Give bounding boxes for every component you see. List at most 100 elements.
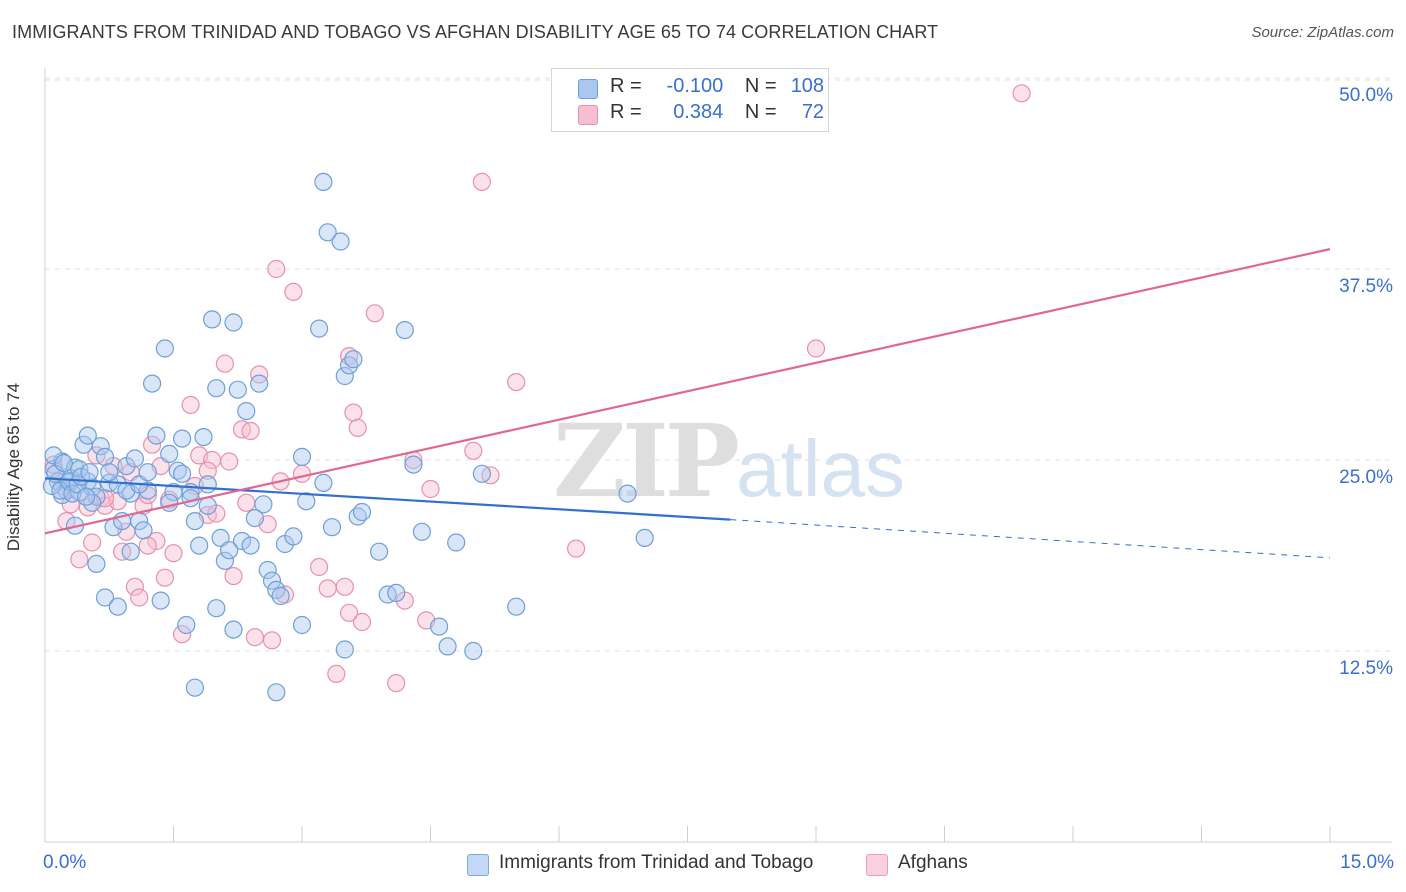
series-afghans <box>44 84 1031 693</box>
data-point <box>91 437 110 456</box>
data-point <box>224 313 243 332</box>
y-tick-label: 50.0% <box>1339 85 1393 106</box>
data-point <box>1012 84 1031 103</box>
swatch-blue <box>578 79 598 99</box>
chart-title: IMMIGRANTS FROM TRINIDAD AND TOBAGO VS A… <box>12 22 939 42</box>
data-point <box>262 631 282 650</box>
data-point <box>147 531 166 551</box>
data-point <box>340 603 359 622</box>
data-point <box>250 374 269 393</box>
y-axis-label: Disability Age 65 to 74 <box>4 383 24 551</box>
data-point <box>318 223 337 242</box>
data-point <box>284 282 303 301</box>
legend-label-afghans: Afghans <box>898 852 968 873</box>
data-point <box>164 544 183 563</box>
r-value: 0.384 <box>673 101 724 123</box>
data-point <box>387 673 406 693</box>
data-point <box>54 454 73 473</box>
data-point <box>318 579 337 598</box>
data-point <box>194 428 213 447</box>
data-point <box>447 533 466 552</box>
data-point <box>215 551 234 570</box>
data-point <box>121 542 140 561</box>
data-point <box>181 489 200 508</box>
data-point <box>134 521 153 540</box>
data-point <box>344 403 363 422</box>
x-tick-label-max: 15.0% <box>1340 852 1394 873</box>
data-point <box>472 172 491 191</box>
data-point <box>472 464 491 483</box>
data-point <box>314 473 333 492</box>
data-point <box>220 452 239 471</box>
data-point <box>245 628 264 647</box>
data-point <box>207 599 226 618</box>
data-point <box>507 373 526 392</box>
data-point <box>198 496 217 515</box>
data-point <box>155 339 174 358</box>
data-point <box>130 588 149 607</box>
data-point <box>438 637 457 656</box>
data-point <box>220 541 239 560</box>
y-tick-label: 25.0% <box>1339 467 1393 488</box>
data-point <box>241 536 260 555</box>
data-point <box>464 441 483 460</box>
data-point <box>125 577 144 596</box>
data-point <box>352 502 372 522</box>
data-point <box>412 522 431 541</box>
data-point <box>155 568 174 587</box>
data-point <box>254 495 273 514</box>
data-point <box>292 615 312 635</box>
data-point <box>190 536 209 555</box>
data-point <box>143 374 162 393</box>
trend-line-trinidad-extrapolated <box>730 519 1331 559</box>
data-point <box>198 461 217 480</box>
data-point <box>327 664 346 684</box>
data-point <box>507 597 526 616</box>
legend-label-trinidad: Immigrants from Trinidad and Tobago <box>499 852 814 873</box>
data-point <box>314 172 333 191</box>
x-tick-label-min: 0.0% <box>43 852 87 873</box>
data-point <box>44 446 63 465</box>
data-point <box>430 617 449 636</box>
data-point <box>335 640 354 659</box>
data-point <box>250 365 269 384</box>
data-point <box>95 447 115 466</box>
data-point <box>421 479 440 499</box>
data-point <box>228 380 247 399</box>
data-point <box>211 528 230 548</box>
trend-line-trinidad <box>44 477 731 521</box>
data-point <box>76 487 96 506</box>
data-point <box>207 379 226 398</box>
data-point <box>173 625 192 644</box>
data-point <box>215 354 234 373</box>
data-point <box>82 478 102 497</box>
r-value: -0.100 <box>666 75 724 97</box>
data-point <box>95 588 115 607</box>
data-point <box>63 484 82 503</box>
data-point <box>224 566 243 586</box>
data-point <box>173 429 192 448</box>
data-point <box>262 571 282 590</box>
data-point <box>100 463 119 482</box>
data-point <box>160 493 179 512</box>
data-point <box>203 310 222 329</box>
data-point <box>177 615 196 635</box>
n-value: 72 <box>801 101 825 123</box>
data-point <box>370 542 389 561</box>
series-trinidad-tobago <box>42 172 654 702</box>
data-point <box>310 319 329 338</box>
data-point <box>70 550 89 569</box>
data-point <box>335 577 354 596</box>
data-point <box>232 531 252 551</box>
data-point <box>352 612 372 632</box>
y-tick-label: 12.5% <box>1339 658 1393 679</box>
data-point <box>143 435 162 454</box>
data-point <box>267 683 286 702</box>
series-legend: Immigrants from Trinidad and Tobago Afgh… <box>0 852 1406 878</box>
data-point <box>237 402 256 421</box>
data-point <box>284 527 303 546</box>
data-point <box>160 444 179 463</box>
data-point <box>224 620 243 639</box>
y-tick-label: 37.5% <box>1339 276 1393 297</box>
